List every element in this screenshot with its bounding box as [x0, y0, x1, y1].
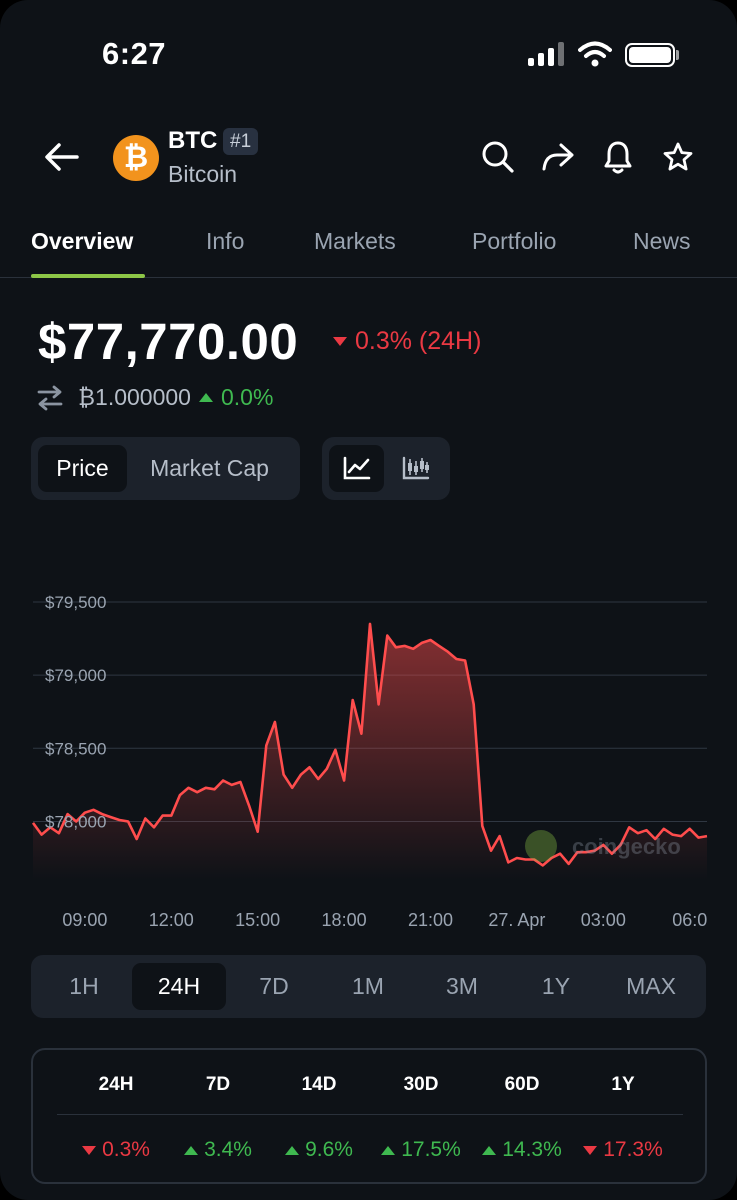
perf-header-60d: 60D — [504, 1074, 540, 1095]
x-tick-label: 03:00 — [581, 910, 626, 930]
caret-up-icon — [285, 1145, 300, 1155]
perf-change-text: 9.6% — [305, 1138, 353, 1161]
perf-value-60d: 14.3% — [467, 1138, 577, 1162]
tab-portfolio[interactable]: Portfolio — [472, 228, 557, 254]
perf-change-text: 3.4% — [204, 1138, 252, 1161]
range-1m-button[interactable]: 1M — [352, 973, 384, 999]
tab-news[interactable]: News — [633, 228, 691, 254]
x-tick-label: 06:0 — [672, 910, 707, 930]
y-tick-label: $79,000 — [45, 666, 106, 685]
watchlist-star-button[interactable] — [656, 135, 700, 179]
candlestick-chart-button[interactable] — [388, 445, 443, 492]
perf-header-14d: 14D — [301, 1074, 337, 1095]
perf-change-text: 17.5% — [401, 1138, 461, 1161]
cellular-signal-icon — [528, 42, 566, 66]
range-3m-button[interactable]: 3M — [446, 973, 478, 999]
x-tick-label: 27. Apr — [488, 910, 545, 930]
status-time: 6:27 — [102, 36, 167, 71]
bitcoin-logo-icon: ₿ — [113, 135, 159, 181]
y-tick-label: $78,000 — [45, 812, 106, 831]
range-max-button[interactable]: MAX — [626, 973, 676, 999]
chart-type-toggle — [322, 437, 450, 500]
caret-up-icon — [184, 1145, 199, 1155]
range-24h-button[interactable]: 24H — [132, 963, 226, 1010]
share-button[interactable] — [536, 135, 580, 179]
battery-icon — [625, 43, 675, 67]
section-tabs: Overview Info Markets Portfolio News — [0, 212, 737, 278]
arrow-left-icon — [45, 143, 79, 171]
perf-value-7d: 3.4% — [163, 1138, 273, 1162]
metric-toggle: Price Market Cap — [31, 437, 300, 500]
rank-badge: #1 — [223, 128, 259, 155]
caret-down-icon — [82, 1145, 97, 1155]
price-change-24h: 0.3% (24H) — [333, 327, 481, 356]
caret-down-icon — [583, 1145, 598, 1155]
svg-text:coingecko: coingecko — [572, 834, 681, 859]
coin-name: Bitcoin — [168, 161, 238, 187]
time-range-selector: 1H 24H 7D 1M 3M 1Y MAX — [31, 955, 706, 1018]
wifi-icon — [578, 41, 612, 67]
perf-header-30d: 30D — [403, 1074, 439, 1095]
caret-up-icon — [482, 1145, 497, 1155]
y-tick-label: $79,500 — [45, 593, 106, 612]
x-tick-label: 21:00 — [408, 910, 453, 930]
coin-symbol: BTC — [168, 127, 218, 154]
y-tick-label: $78,500 — [45, 739, 106, 758]
perf-value-30d: 17.5% — [366, 1138, 476, 1162]
star-icon — [663, 142, 693, 171]
price-alert-button[interactable] — [596, 135, 640, 179]
perf-value-14d: 9.6% — [264, 1138, 374, 1162]
tab-markets[interactable]: Markets — [314, 228, 396, 254]
performance-table: 24H 0.3% 7D 3.4% 14D 9.6% 30D 17.5% 60D 14.3% 1Y 17… — [31, 1048, 707, 1184]
tab-overview[interactable]: Overview — [31, 228, 134, 254]
caret-up-icon — [198, 393, 213, 402]
line-chart-icon — [343, 456, 370, 480]
range-1h-button[interactable]: 1H — [69, 973, 99, 999]
search-button[interactable] — [476, 135, 520, 179]
swap-arrows-icon[interactable] — [36, 384, 64, 412]
current-price: $77,770.00 — [38, 313, 299, 370]
price-toggle-button[interactable]: Price — [38, 445, 127, 492]
caret-down-icon — [333, 337, 347, 346]
perf-value-1y: 17.3% — [568, 1138, 678, 1162]
x-tick-label: 09:00 — [62, 910, 107, 930]
perf-change-text: 0.3% — [102, 1138, 150, 1161]
coingecko-watermark: coingecko — [525, 830, 681, 862]
back-button[interactable] — [40, 135, 84, 179]
price-chart[interactable]: $79,500 $79,000 $78,500 $78,000 09:00 12:00 1… — [0, 560, 737, 940]
caret-up-icon — [381, 1145, 396, 1155]
active-tab-indicator — [31, 274, 145, 278]
tab-info[interactable]: Info — [206, 228, 245, 254]
bell-icon — [604, 141, 632, 174]
table-divider — [57, 1114, 683, 1115]
share-arrow-icon — [542, 143, 574, 171]
perf-header-1y: 1Y — [611, 1074, 635, 1095]
perf-header-24h: 24H — [98, 1074, 134, 1095]
range-1y-button[interactable]: 1Y — [541, 973, 571, 999]
price-area-fill — [33, 623, 707, 880]
perf-change-text: 17.3% — [603, 1138, 663, 1161]
x-tick-label: 15:00 — [235, 910, 280, 930]
perf-header-7d: 7D — [205, 1074, 231, 1095]
btc-conversion: ₿1.000000 0.0% — [78, 384, 273, 411]
x-tick-label: 18:00 — [322, 910, 367, 930]
x-tick-label: 12:00 — [149, 910, 194, 930]
btc-change: 0.0% — [220, 384, 274, 410]
range-7d-button[interactable]: 7D — [259, 973, 289, 999]
perf-value-24h: 0.3% — [61, 1138, 171, 1162]
market-cap-toggle-button[interactable]: Market Cap — [150, 455, 269, 481]
price-change-24h-value: 0.3% (24H) — [355, 327, 482, 355]
candlestick-chart-icon — [402, 456, 429, 480]
btc-value: ₿1.000000 — [78, 384, 191, 410]
price-line — [31, 622, 708, 867]
search-icon — [482, 141, 514, 173]
perf-change-text: 14.3% — [502, 1138, 562, 1161]
line-chart-button[interactable] — [329, 445, 384, 492]
